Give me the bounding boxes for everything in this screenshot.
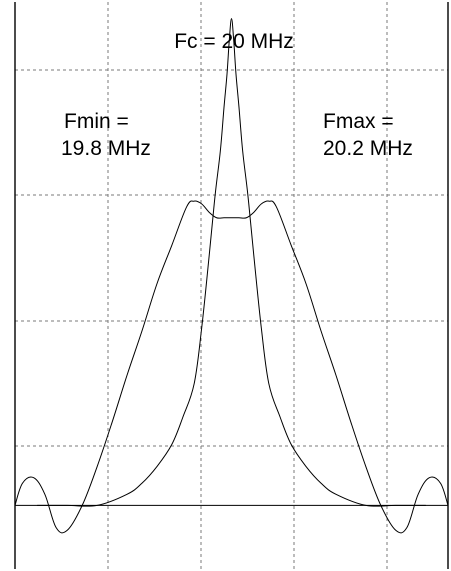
traces: [14, 18, 449, 534]
frame: [14, 2, 449, 569]
min-frequency-label-line2: 19.8 MHz: [61, 137, 151, 160]
narrowband-spectrum-trace: [36, 18, 427, 507]
center-frequency-label: Fc = 20 MHz: [174, 30, 294, 53]
grid: [15, 2, 448, 569]
max-frequency-label-line2: 20.2 MHz: [323, 137, 413, 160]
broadband-spectrum-trace: [14, 200, 449, 534]
min-frequency-label-line1: Fmin =: [64, 110, 129, 133]
max-frequency-label-line1: Fmax =: [323, 110, 394, 133]
